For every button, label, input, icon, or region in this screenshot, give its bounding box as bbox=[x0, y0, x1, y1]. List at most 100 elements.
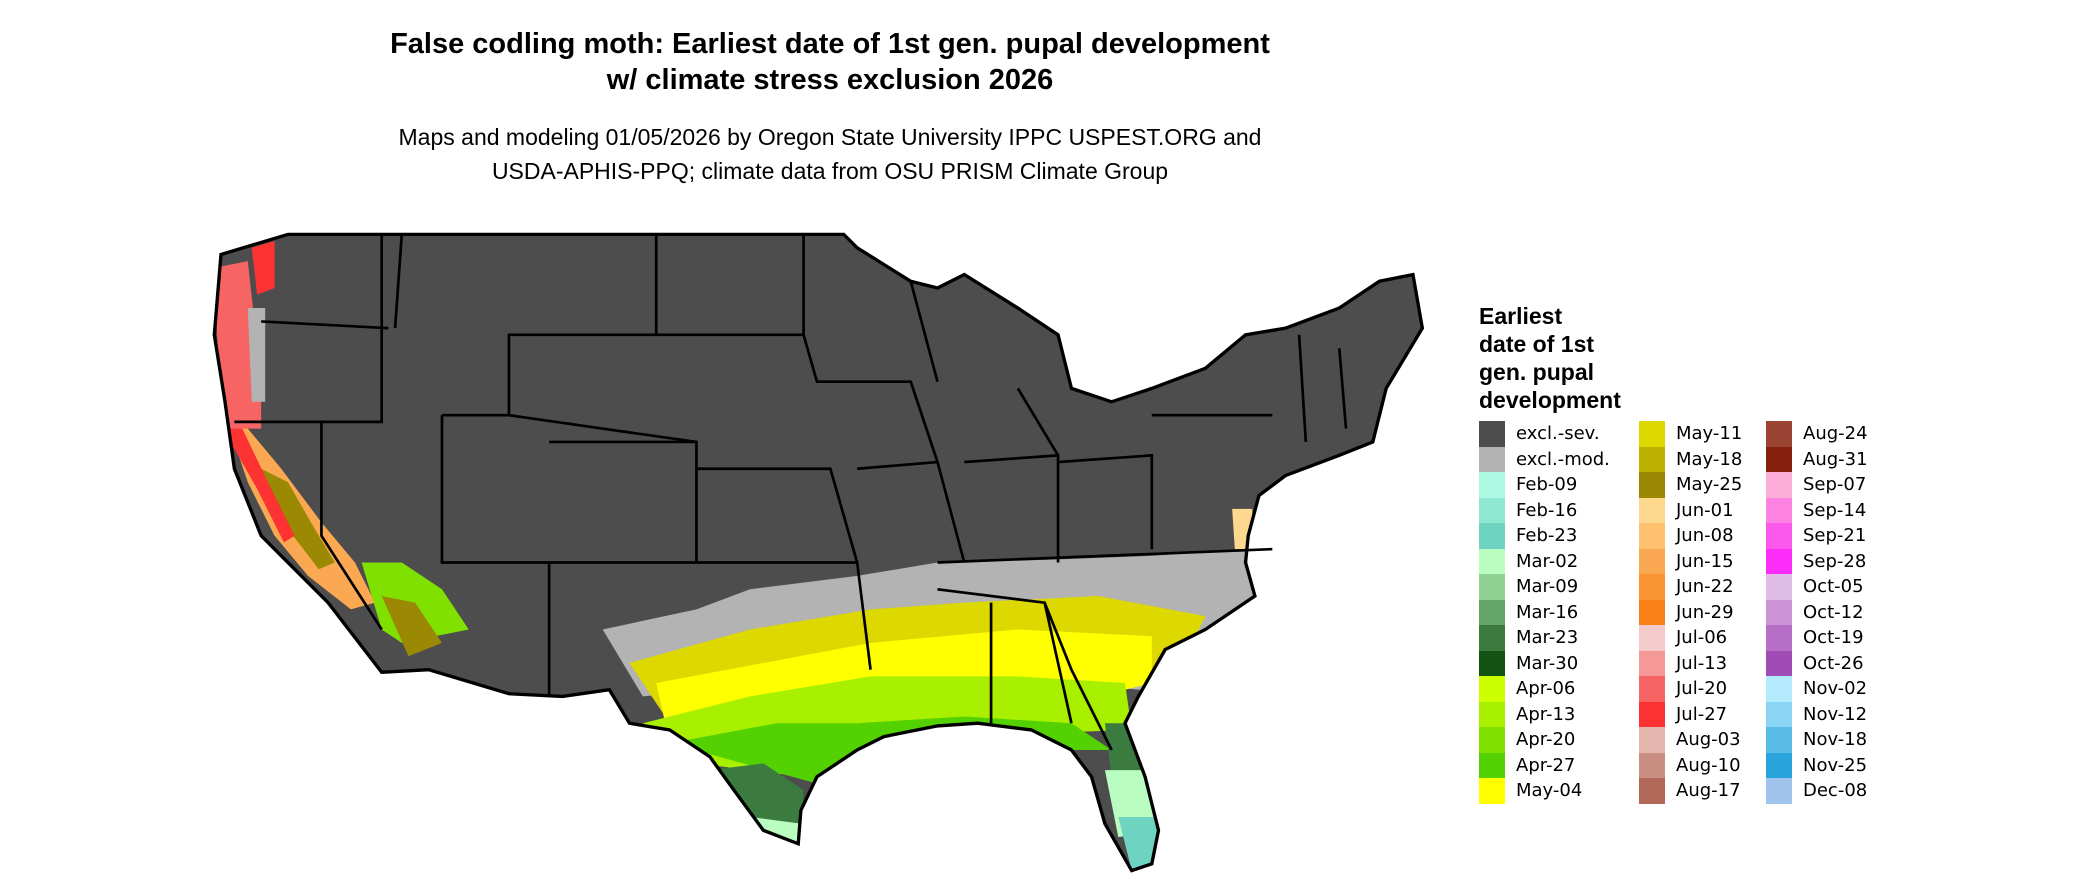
legend-item: Oct-26 bbox=[1766, 650, 1868, 676]
legend-item: Feb-09 bbox=[1479, 472, 1610, 498]
legend-item: Mar-09 bbox=[1479, 574, 1610, 600]
legend-swatch bbox=[1639, 752, 1665, 778]
legend-item: Dec-08 bbox=[1766, 778, 1868, 804]
legend-swatch bbox=[1766, 574, 1792, 600]
legend-label: Apr-20 bbox=[1516, 729, 1576, 751]
legend-swatch bbox=[1479, 778, 1505, 804]
legend-swatch bbox=[1766, 727, 1792, 753]
legend-column-3: Aug-24 Aug-31 Sep-07 Sep-14 Sep-21 Sep-28 Oct-… bbox=[1766, 421, 1868, 804]
legend-item: Feb-23 bbox=[1479, 523, 1610, 549]
legend-label: Jul-20 bbox=[1676, 678, 1728, 700]
legend-swatch bbox=[1639, 574, 1665, 600]
legend-label: Mar-02 bbox=[1516, 550, 1579, 572]
legend-item: Oct-05 bbox=[1766, 574, 1868, 600]
legend-swatch bbox=[1639, 472, 1665, 498]
legend-label: Feb-16 bbox=[1516, 499, 1578, 521]
legend-label: Oct-19 bbox=[1803, 627, 1864, 649]
legend-label: May-25 bbox=[1676, 474, 1743, 496]
legend-item: Nov-25 bbox=[1766, 752, 1868, 778]
legend-item: May-11 bbox=[1639, 421, 1742, 447]
legend-label: Oct-05 bbox=[1803, 576, 1864, 598]
legend-label: Sep-14 bbox=[1803, 499, 1867, 521]
legend-label: Apr-13 bbox=[1516, 703, 1576, 725]
legend-label: Nov-25 bbox=[1803, 754, 1868, 776]
legend-swatch bbox=[1766, 676, 1792, 702]
legend-label: Mar-30 bbox=[1516, 652, 1579, 674]
legend-swatch bbox=[1479, 727, 1505, 753]
legend-label: Jul-27 bbox=[1676, 703, 1728, 725]
legend-item: May-25 bbox=[1639, 472, 1742, 498]
legend-label: Sep-21 bbox=[1803, 525, 1867, 547]
legend-item: Aug-10 bbox=[1639, 752, 1742, 778]
legend-swatch bbox=[1766, 497, 1792, 523]
legend-label: Jun-15 bbox=[1676, 550, 1734, 572]
legend-swatch bbox=[1766, 701, 1792, 727]
legend-swatch bbox=[1479, 574, 1505, 600]
legend-item: Aug-03 bbox=[1639, 727, 1742, 753]
legend-swatch bbox=[1639, 497, 1665, 523]
legend-swatch bbox=[1766, 778, 1792, 804]
legend-swatch bbox=[1479, 599, 1505, 625]
legend-item: Mar-02 bbox=[1479, 548, 1610, 574]
legend-swatch bbox=[1479, 625, 1505, 651]
legend-item: Mar-16 bbox=[1479, 599, 1610, 625]
legend-swatch bbox=[1766, 421, 1792, 447]
legend-label: Aug-24 bbox=[1803, 423, 1868, 445]
legend-label: Nov-02 bbox=[1803, 678, 1868, 700]
legend-item: Jul-13 bbox=[1639, 650, 1742, 676]
region-california-coast-jul-27 bbox=[227, 415, 295, 543]
legend-title-line: Earliest bbox=[1479, 303, 1563, 329]
legend-label: Apr-27 bbox=[1516, 754, 1576, 776]
legend-label: Aug-17 bbox=[1676, 780, 1741, 802]
region-puget-sound-jul-27 bbox=[251, 241, 275, 295]
legend-item: excl.-sev. bbox=[1479, 421, 1610, 447]
legend-item: Sep-14 bbox=[1766, 497, 1868, 523]
legend-item: Apr-13 bbox=[1479, 701, 1610, 727]
legend-label: Jul-06 bbox=[1676, 627, 1728, 649]
legend-title-line: date of 1st bbox=[1479, 331, 1595, 357]
legend-item: Nov-02 bbox=[1766, 676, 1868, 702]
legend-swatch bbox=[1766, 472, 1792, 498]
legend-swatch bbox=[1479, 497, 1505, 523]
legend-title-line: development bbox=[1479, 387, 1621, 413]
legend-item: Feb-16 bbox=[1479, 497, 1610, 523]
legend-swatch bbox=[1639, 701, 1665, 727]
legend-item: Nov-18 bbox=[1766, 727, 1868, 753]
legend-label: Aug-10 bbox=[1676, 754, 1741, 776]
legend-item: Jun-15 bbox=[1639, 548, 1742, 574]
legend-label: excl.-sev. bbox=[1516, 423, 1600, 445]
legend-title: Earliest date of 1st gen. pupal developm… bbox=[1479, 302, 1679, 414]
legend-item: Jun-29 bbox=[1639, 599, 1742, 625]
legend-swatch bbox=[1479, 548, 1505, 574]
legend-item: Apr-27 bbox=[1479, 752, 1610, 778]
legend-swatch bbox=[1639, 650, 1665, 676]
legend-swatch bbox=[1479, 523, 1505, 549]
legend-swatch bbox=[1639, 676, 1665, 702]
legend-item: excl.-mod. bbox=[1479, 446, 1610, 472]
legend-swatch bbox=[1766, 650, 1792, 676]
legend-swatch bbox=[1766, 625, 1792, 651]
legend-swatch bbox=[1639, 446, 1665, 472]
legend-label: Jun-01 bbox=[1676, 499, 1734, 521]
legend-swatch bbox=[1639, 523, 1665, 549]
legend-label: Mar-16 bbox=[1516, 601, 1579, 623]
legend-item: Jul-27 bbox=[1639, 701, 1742, 727]
legend-label: May-04 bbox=[1516, 780, 1583, 802]
legend-label: Nov-12 bbox=[1803, 703, 1868, 725]
legend-item: Aug-31 bbox=[1766, 446, 1868, 472]
legend-swatch bbox=[1479, 701, 1505, 727]
legend-label: Aug-31 bbox=[1803, 448, 1868, 470]
legend-swatch bbox=[1766, 548, 1792, 574]
legend-item: Apr-06 bbox=[1479, 676, 1610, 702]
legend-swatch bbox=[1766, 752, 1792, 778]
legend-swatch bbox=[1479, 472, 1505, 498]
legend-item: Mar-30 bbox=[1479, 650, 1610, 676]
region-florida-feb-23 bbox=[1118, 816, 1160, 871]
legend-swatch bbox=[1479, 650, 1505, 676]
legend-item: Mar-23 bbox=[1479, 625, 1610, 651]
legend-label: Jun-08 bbox=[1676, 525, 1734, 547]
legend-label: Oct-12 bbox=[1803, 601, 1864, 623]
legend-swatch bbox=[1639, 625, 1665, 651]
legend-swatch bbox=[1479, 421, 1505, 447]
